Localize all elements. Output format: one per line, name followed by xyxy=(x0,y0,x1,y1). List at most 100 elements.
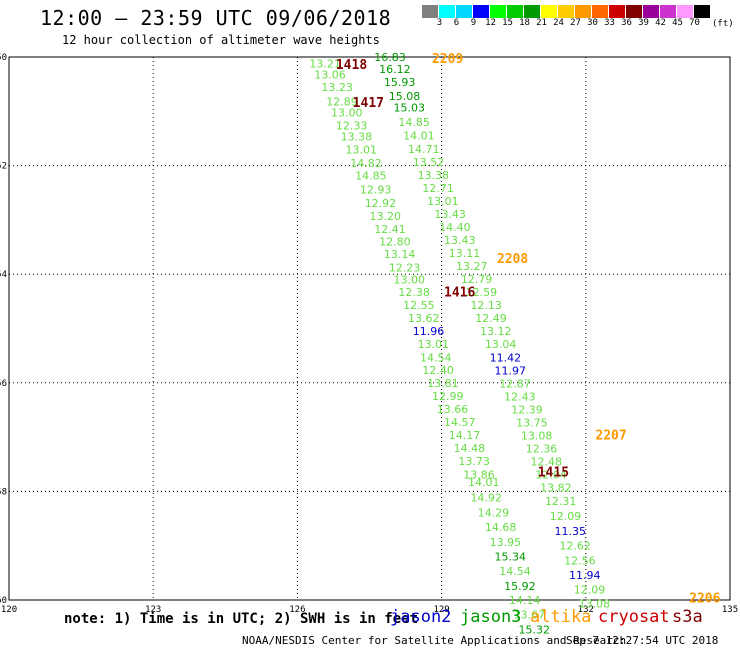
legend-swatch xyxy=(456,5,473,18)
legend-label: 33 xyxy=(604,18,615,28)
legend-swatch xyxy=(660,5,677,18)
legend-label: 24 xyxy=(553,18,564,28)
legend-label-cell: 15 xyxy=(499,18,516,28)
swh-value-label: 13.66 xyxy=(437,403,469,416)
swh-value-label: 13.20 xyxy=(370,210,402,223)
swh-value-label: 12.56 xyxy=(564,554,596,567)
swh-value-label: 13.11 xyxy=(449,247,481,260)
swh-value-label: 11.97 xyxy=(494,364,526,377)
plot-axes: 120 123 126 129 132 135 -50 -52 -54 -56 -58 -60 xyxy=(0,53,738,615)
swh-value-label: 12.31 xyxy=(545,495,577,508)
legend-label: 18 xyxy=(519,18,530,28)
legend-label-cell: 42 xyxy=(652,18,669,28)
swh-value-label: 12.13 xyxy=(470,299,502,312)
satellite-label-altika: altika xyxy=(530,607,592,627)
swh-value-label: 13.21 xyxy=(309,58,341,71)
track-label: 1418 xyxy=(336,58,367,73)
legend-label-cell: 6 xyxy=(448,18,465,28)
legend-unit: (ft) xyxy=(712,19,734,29)
swh-value-label: 14.14 xyxy=(509,594,540,607)
track-label: 2206 xyxy=(689,591,720,606)
legend-swatch xyxy=(575,5,592,18)
swh-value-label: 16.83 xyxy=(374,51,406,64)
swh-value-label: 11.94 xyxy=(569,569,601,582)
swh-value-label: 14.48 xyxy=(454,442,486,455)
swh-value-label: 14.54 xyxy=(499,565,531,578)
satellite-label-jason2: jason2 xyxy=(390,607,452,627)
swh-value-label: 15.08 xyxy=(389,90,421,103)
legend-swatch xyxy=(643,5,660,18)
swh-value-label: 11.42 xyxy=(490,351,521,364)
swh-value-label: 13.01 xyxy=(418,338,450,351)
legend-label: 6 xyxy=(453,18,460,28)
data-points: 13.2113.0613.2312.8913.0012.3313.3813.01… xyxy=(309,51,610,636)
x-tick-label: 129 xyxy=(433,605,449,615)
legend-label: 27 xyxy=(570,18,581,28)
legend-swatch xyxy=(524,5,541,18)
swh-value-label: 14.82 xyxy=(350,157,382,170)
legend-label-cell: 9 xyxy=(465,18,482,28)
swh-value-label: 12.71 xyxy=(422,182,454,195)
swh-value-label: 12.80 xyxy=(379,236,411,249)
legend-swatch xyxy=(677,5,694,18)
legend-label-cell: 33 xyxy=(601,18,618,28)
legend-label-cell: 3 xyxy=(431,18,448,28)
track-label: 1415 xyxy=(538,465,569,480)
swh-value-label: 12.40 xyxy=(422,364,454,377)
swh-value-label: 14.29 xyxy=(478,507,510,520)
swh-value-label: 12.09 xyxy=(574,584,606,597)
swh-value-label: 12.62 xyxy=(559,540,591,553)
swh-value-label: 14.54 xyxy=(420,351,452,364)
legend-swatch xyxy=(592,5,609,18)
satellite-label-jason3: jason3 xyxy=(460,607,522,627)
legend-swatch xyxy=(541,5,558,18)
swh-value-label: 13.00 xyxy=(394,274,426,287)
footer-credit: NOAA/NESDIS Center for Satellite Applica… xyxy=(242,634,627,647)
track-label: 2207 xyxy=(595,428,626,443)
legend-label: 15 xyxy=(502,18,513,28)
swh-value-label: 13.08 xyxy=(521,429,553,442)
swh-value-label: 11.35 xyxy=(555,525,587,538)
swh-value-label: 12.36 xyxy=(526,443,558,456)
swh-value-label: 13.00 xyxy=(331,106,363,119)
swh-value-label: 14.71 xyxy=(408,143,440,156)
swh-value-label: 15.03 xyxy=(394,101,426,114)
legend-label-cell: 45 xyxy=(669,18,686,28)
legend-label: 3 xyxy=(436,18,443,28)
swh-value-label: 15.34 xyxy=(494,551,526,564)
legend-swatch xyxy=(473,5,490,18)
swh-value-label: 14.68 xyxy=(485,521,517,534)
legend-swatch xyxy=(439,5,456,18)
y-tick-label: -58 xyxy=(0,487,7,497)
swh-value-label: 13.01 xyxy=(345,143,377,156)
swh-value-label: 12.43 xyxy=(504,390,536,403)
legend-label-cell: 24 xyxy=(550,18,567,28)
swh-value-label: 13.62 xyxy=(408,312,440,325)
swh-value-label: 13.73 xyxy=(458,455,490,468)
swh-value-label: 14.40 xyxy=(439,221,471,234)
chart-title: 12:00 — 23:59 UTC 09/06/2018 xyxy=(40,6,392,30)
footer-timestamp: Sep 7 12:27:54 UTC 2018 xyxy=(566,634,719,647)
legend-swatches xyxy=(422,5,711,18)
swh-value-label: 13.12 xyxy=(480,325,512,338)
legend-swatch xyxy=(609,5,626,18)
legend-swatch xyxy=(558,5,575,18)
swh-value-label: 13.81 xyxy=(427,377,459,390)
swh-value-label: 13.06 xyxy=(314,68,346,81)
plot-frame xyxy=(8,56,731,601)
swh-value-label: 14.01 xyxy=(468,476,500,489)
legend-swatch xyxy=(626,5,643,18)
color-scale-legend: 3 6 9 12 15 18 21 24 27 30 33 36 39 42 45 70 xyxy=(422,5,711,28)
swh-value-label: 12.89 xyxy=(326,96,358,109)
swh-value-label: 12.33 xyxy=(336,119,368,132)
legend-label-cell: 21 xyxy=(533,18,550,28)
swh-value-label: 12.99 xyxy=(432,390,464,403)
legend-label-cell: 27 xyxy=(567,18,584,28)
swh-value-label: 13.38 xyxy=(341,130,373,143)
y-tick-label: -56 xyxy=(0,379,7,389)
legend-label: 12 xyxy=(485,18,496,28)
track-label: 2209 xyxy=(432,52,463,67)
footer-note: note: 1) Time is in UTC; 2) SWH is in fe… xyxy=(64,611,419,627)
legend-label: 30 xyxy=(587,18,598,28)
